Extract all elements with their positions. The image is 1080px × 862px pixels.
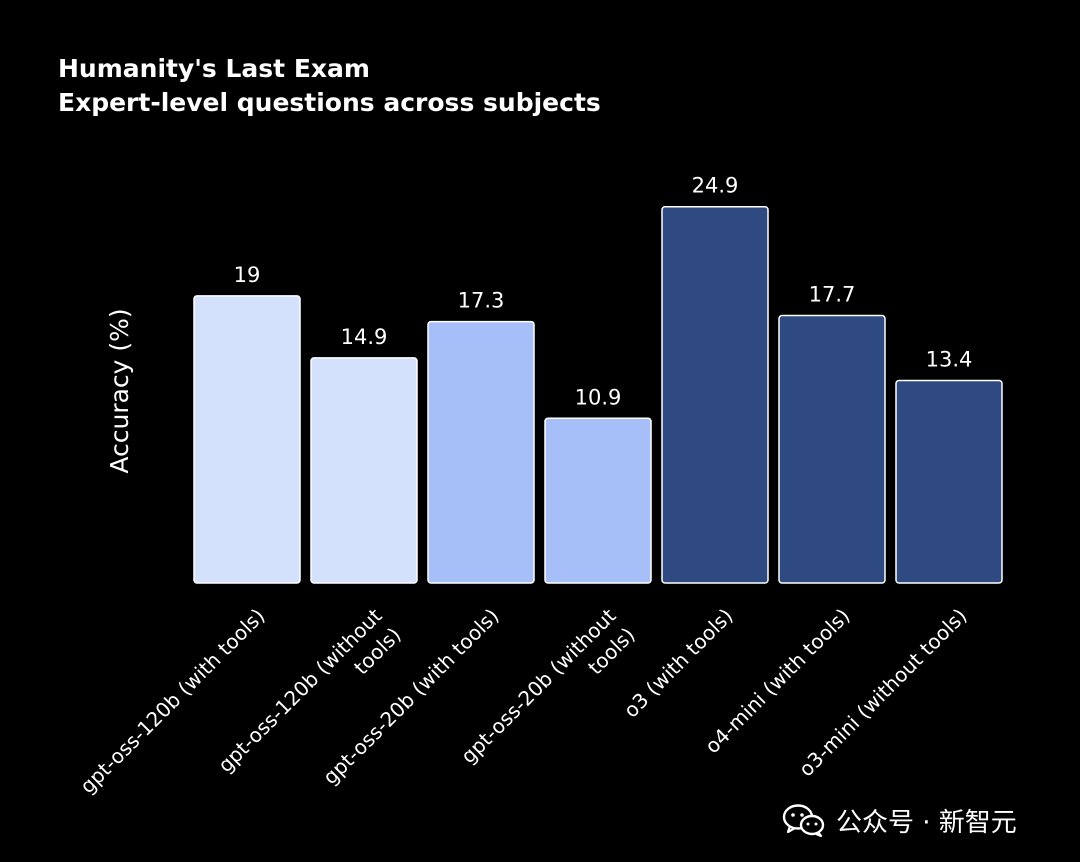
watermark: 公众号 · 新智元: [782, 798, 1017, 842]
bar-value-label: 10.9: [575, 385, 622, 409]
wechat-icon: [782, 804, 825, 837]
chart-subtitle: Expert-level questions across subjects: [58, 88, 601, 117]
bar-value-label: 24.9: [692, 174, 739, 198]
bar: [427, 320, 535, 584]
x-tick-label-line: gpt-oss-120b (with tools): [75, 604, 269, 798]
bar: [778, 314, 886, 584]
x-tick-label: gpt-oss-120b (with tools): [75, 604, 269, 798]
bar-value-label: 17.7: [809, 283, 856, 307]
bar: [193, 295, 301, 584]
chart-title: Humanity's Last Exam: [58, 54, 370, 83]
watermark-text: 公众号 · 新智元: [836, 807, 1017, 838]
bar: [310, 357, 418, 584]
bar: [544, 417, 652, 584]
y-axis-label: Accuracy (%): [105, 308, 134, 473]
bar-value-label: 17.3: [458, 289, 505, 313]
bar-value-label: 13.4: [926, 348, 973, 372]
chart-title-block: Humanity's Last Exam Expert-level questi…: [58, 52, 601, 120]
x-tick-label: o3 (with tools): [619, 604, 738, 723]
bar-value-label: 19: [234, 263, 261, 287]
x-tick-label-line: o3 (with tools): [619, 604, 738, 723]
bar: [895, 379, 1003, 584]
bar-value-label: 14.9: [341, 325, 388, 349]
bar: [661, 205, 769, 584]
